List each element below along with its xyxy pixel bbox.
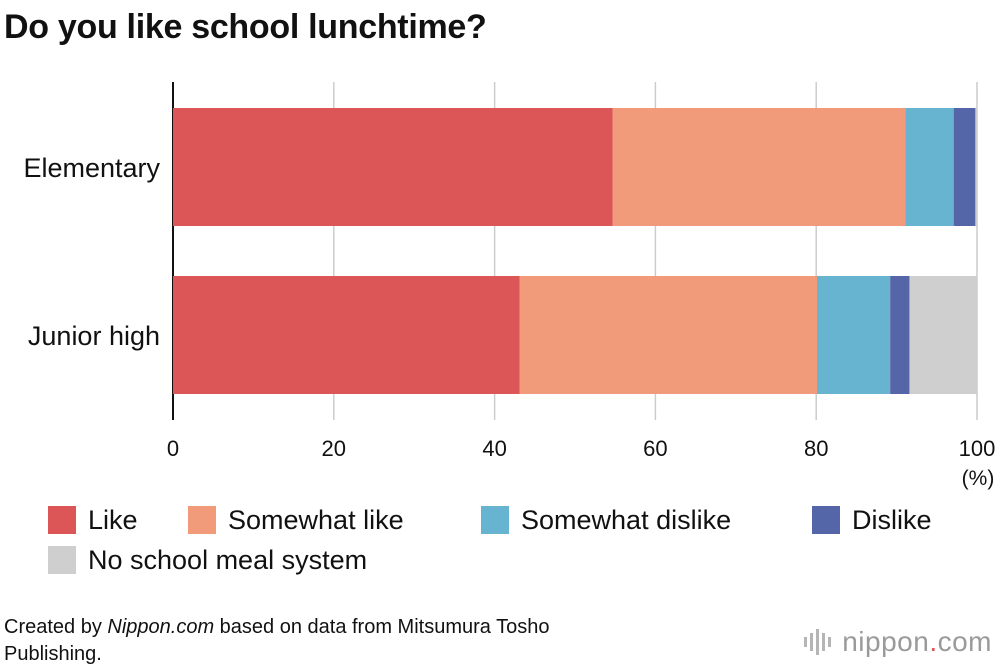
legend: Like Somewhat like Somewhat dislike Dislike… <box>48 505 988 575</box>
bar-segment <box>817 276 891 394</box>
x-tick-label: 20 <box>322 436 346 461</box>
bar-segment <box>173 108 613 226</box>
legend-label: No school meal system <box>88 544 368 575</box>
legend-item: Somewhat dislike <box>481 505 812 535</box>
bar-segment <box>975 108 977 226</box>
chart-title: Do you like school lunchtime? <box>4 8 487 46</box>
x-axis-unit: (%) <box>962 467 995 490</box>
legend-item: No school meal system <box>48 545 448 575</box>
x-tick-label: 40 <box>482 436 506 461</box>
legend-label: Somewhat dislike <box>521 504 732 535</box>
category-label: Elementary <box>23 153 160 183</box>
source-note: Created by Nippon.com based on data from… <box>4 614 644 668</box>
legend-label: Somewhat like <box>228 504 404 535</box>
source-suffix: based on data from Mitsumura Tosho Publi… <box>4 616 550 665</box>
x-tick-label: 0 <box>167 436 179 461</box>
bar-segment <box>173 276 520 394</box>
legend-swatch <box>48 506 76 534</box>
bar-segment <box>519 276 818 394</box>
legend-swatch <box>481 506 509 534</box>
legend-label: Dislike <box>852 504 932 535</box>
source-prefix: Created by <box>4 616 108 638</box>
legend-swatch <box>48 546 76 574</box>
category-label: Junior high <box>28 321 160 351</box>
x-tick-label: 80 <box>804 436 828 461</box>
legend-item: Somewhat like <box>188 505 481 535</box>
bars <box>173 108 977 394</box>
legend-item: Like <box>48 505 188 535</box>
brand-dot: . <box>929 626 938 657</box>
brand-tld: com <box>937 626 992 657</box>
bar-segment <box>905 108 954 226</box>
brand-mark-icon <box>804 629 834 655</box>
brand-logo: nippon. com <box>804 626 992 658</box>
legend-swatch <box>812 506 840 534</box>
brand-name: nippon <box>842 626 930 657</box>
legend-swatch <box>188 506 216 534</box>
bar-segment <box>953 108 976 226</box>
legend-label: Like <box>88 504 138 535</box>
stacked-bar-chart: Elementary Junior high 0 20 40 60 80 100 (%) <box>23 82 995 490</box>
legend-item: Dislike <box>812 505 972 535</box>
category-labels: Elementary Junior high <box>23 153 160 351</box>
source-name: Nippon.com <box>107 616 215 638</box>
bar-segment <box>909 276 977 394</box>
bar-segment <box>612 108 906 226</box>
x-tick-label: 60 <box>643 436 667 461</box>
x-tick-label: 100 <box>959 436 996 461</box>
x-axis-ticks: 0 20 40 60 80 100 <box>167 436 995 461</box>
bar-segment <box>890 276 910 394</box>
